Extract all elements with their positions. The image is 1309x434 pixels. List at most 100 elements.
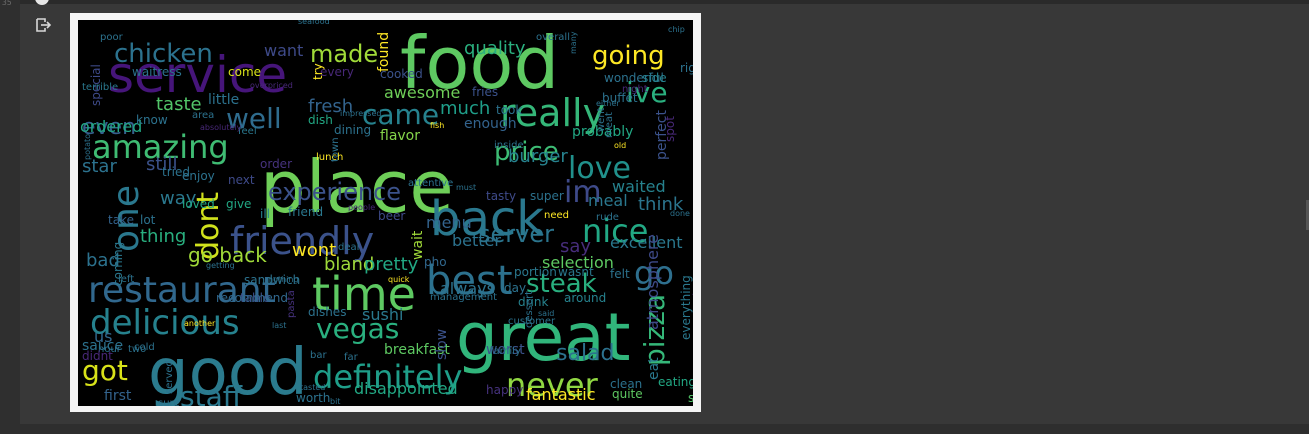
wordcloud-word: still	[146, 154, 177, 175]
wordcloud-word: one	[106, 185, 147, 252]
wordcloud-word: tasted	[300, 383, 325, 392]
wordcloud-word: went	[596, 107, 607, 132]
wordcloud-word: definitely	[313, 358, 462, 396]
wordcloud-word: friend	[288, 205, 323, 219]
wordcloud-word: much	[440, 98, 490, 119]
wordcloud-word: ive	[626, 76, 668, 109]
wordcloud-word: awesome	[384, 83, 460, 102]
wordcloud-word: special	[89, 64, 103, 106]
wordcloud-word: vegas	[316, 312, 399, 345]
wordcloud-word: dish	[308, 113, 333, 127]
wordcloud-word: thing	[140, 226, 186, 247]
wordcloud-word: spot	[663, 116, 677, 142]
wordcloud-word: last	[272, 321, 286, 330]
wordcloud-word: come	[228, 65, 261, 79]
scrollbar-handle[interactable]	[1306, 200, 1309, 230]
wordcloud-word: table	[240, 291, 270, 305]
run-circle-icon[interactable]	[35, 0, 49, 5]
wordcloud-word: salad	[556, 341, 615, 366]
wordcloud-word: drink	[518, 295, 548, 309]
wordcloud-word: loved	[182, 197, 215, 211]
wordcloud-word: spicy	[688, 391, 693, 405]
wordcloud-word: sauce	[82, 338, 123, 354]
wordcloud-word: atmosphere	[643, 234, 662, 330]
wordcloud-word: either	[596, 99, 620, 108]
wordcloud-word: fresh	[308, 96, 353, 117]
wordcloud-word: came	[362, 98, 439, 131]
wordcloud-word: need	[544, 210, 569, 221]
wordcloud-word: beer	[378, 209, 405, 223]
wordcloud-word: side	[642, 71, 667, 85]
wordcloud-word: quite	[612, 387, 643, 401]
wordcloud-word: time	[312, 267, 416, 321]
wordcloud-word: wasnt	[558, 265, 594, 279]
wordcloud-word: even	[82, 115, 136, 140]
wordcloud-word: found	[376, 32, 392, 72]
wordcloud-word: im	[564, 175, 602, 210]
wordcloud-word: selection	[542, 253, 614, 272]
wordcloud-word: lunch	[316, 152, 343, 163]
wordcloud-word: ill	[260, 207, 270, 221]
wordcloud-word: flavor	[380, 128, 420, 144]
wordcloud-word: many	[569, 31, 578, 54]
wordcloud-word: fish	[430, 121, 444, 130]
wordcloud-word: know	[136, 113, 168, 127]
wordcloud-word: worth	[296, 391, 330, 405]
wordcloud-word: first	[104, 388, 132, 404]
cell-bottom-border	[20, 424, 1309, 434]
wordcloud-word: little	[208, 92, 239, 108]
wordcloud-word: fries	[472, 85, 498, 99]
wordcloud-word: pretty	[364, 254, 419, 275]
wordcloud-word: wait	[410, 230, 426, 260]
wordcloud-word: menu	[426, 213, 472, 232]
wordcloud-word: pasta	[286, 290, 297, 318]
wordcloud-word: town	[330, 137, 341, 162]
wordcloud-word: chip	[668, 25, 685, 34]
wordcloud-word: bad	[86, 250, 120, 271]
wordcloud-word: didnt	[82, 349, 113, 363]
wordcloud-word: meat	[604, 112, 615, 138]
wordcloud-word: wont	[292, 240, 336, 261]
wordcloud-word: probably	[572, 124, 633, 140]
wordcloud-word: around	[564, 291, 606, 305]
wordcloud-word: attentive	[408, 178, 453, 189]
wordcloud-word: portion	[514, 265, 557, 279]
wordcloud-word: pho	[424, 255, 447, 269]
wordcloud-word: great	[456, 299, 631, 376]
wordcloud-word: rude	[596, 212, 619, 223]
cell-top-border	[20, 0, 1309, 4]
wordcloud-word: take	[108, 213, 134, 227]
wordcloud-word: everything	[679, 275, 693, 340]
wordcloud-word: served	[164, 360, 175, 394]
wordcloud-word: order	[260, 157, 292, 171]
wordcloud-word: seafood	[298, 20, 330, 26]
wordcloud-word: eating	[658, 375, 693, 389]
wordcloud-word: bland	[324, 254, 374, 275]
wordcloud-word: coming	[111, 242, 125, 286]
wordcloud-word: love	[568, 151, 631, 186]
wordcloud-word: hour	[98, 344, 122, 355]
wordcloud-word: chicken	[114, 39, 213, 69]
wordcloud-image: food service place good great time back best fri…	[78, 20, 693, 406]
wordcloud-word: customer	[508, 316, 556, 327]
wordcloud-word: eat	[646, 357, 662, 380]
wordcloud-word: must	[456, 183, 476, 192]
wordcloud-word: burger	[508, 146, 568, 167]
wordcloud-word: best	[426, 258, 513, 304]
wordcloud-word: got	[82, 354, 128, 387]
wordcloud-canvas: food service place good great time back best fri…	[80, 20, 693, 406]
wordcloud-word: want	[264, 41, 303, 60]
wordcloud-word: left	[118, 274, 134, 285]
wordcloud-word: impressed	[340, 109, 381, 118]
wordcloud-word: dishes	[308, 305, 346, 319]
wordcloud-word: amazing	[92, 128, 229, 166]
wordcloud-word: pizza	[638, 294, 671, 366]
wordcloud-word: deal	[338, 242, 359, 253]
wordcloud-word: delicious	[90, 303, 240, 343]
wordcloud-word: good	[148, 336, 308, 406]
wordcloud-word: tried	[162, 165, 190, 179]
wordcloud-word: server	[478, 220, 554, 248]
output-redirect-icon[interactable]	[34, 16, 52, 34]
wordcloud-word: always	[440, 279, 495, 298]
wordcloud-word: people	[348, 203, 375, 212]
